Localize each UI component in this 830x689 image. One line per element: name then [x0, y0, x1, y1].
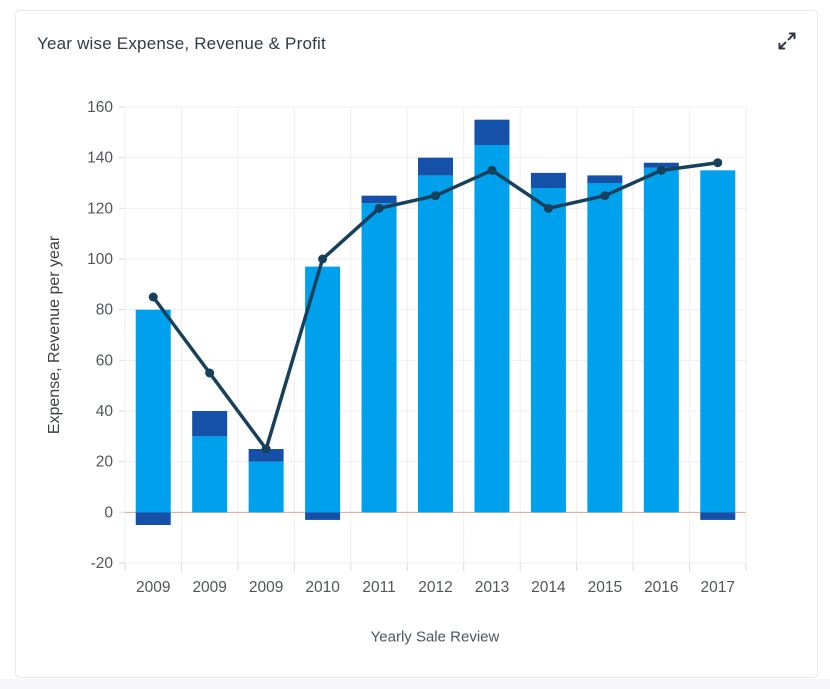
revenue-bar[interactable] — [530, 188, 566, 513]
revenue-bar[interactable] — [305, 266, 341, 513]
profit-bar[interactable] — [643, 162, 679, 168]
profit-bar[interactable] — [135, 512, 171, 525]
expense-point[interactable] — [205, 368, 215, 378]
revenue-bar[interactable] — [587, 183, 623, 513]
x-tick-label: 2012 — [418, 579, 452, 596]
y-tick-label: 0 — [104, 504, 113, 521]
x-tick-label: 2017 — [701, 579, 735, 596]
revenue-bar[interactable] — [248, 461, 284, 513]
x-tick-label: 2015 — [588, 579, 622, 596]
profit-bar[interactable] — [305, 512, 341, 520]
expense-point[interactable] — [318, 254, 328, 264]
expand-icon — [778, 32, 796, 50]
expand-button[interactable] — [773, 27, 801, 55]
expense-point[interactable] — [656, 165, 666, 175]
revenue-bar[interactable] — [700, 170, 736, 513]
x-axis-title: Yearly Sale Review — [370, 628, 500, 646]
y-tick-label: 120 — [87, 200, 113, 217]
profit-bar[interactable] — [474, 119, 510, 145]
x-tick-label: 2016 — [644, 579, 678, 596]
revenue-bar[interactable] — [361, 203, 397, 513]
y-tick-label: 80 — [96, 302, 114, 319]
chart-title: Year wise Expense, Revenue & Profit — [37, 34, 326, 53]
expense-point[interactable] — [713, 158, 723, 168]
y-tick-label: 60 — [96, 352, 114, 369]
y-tick-label: 40 — [96, 403, 114, 420]
x-tick-label: 2009 — [249, 579, 283, 596]
revenue-bar[interactable] — [135, 309, 171, 513]
y-axis-title: Expense, Revenue per year — [46, 235, 63, 435]
expense-point[interactable] — [431, 191, 440, 201]
x-tick-label: 2009 — [136, 579, 170, 596]
y-tick-label: 160 — [87, 99, 113, 116]
expense-point[interactable] — [374, 203, 384, 213]
profit-bar[interactable] — [192, 411, 228, 437]
profit-bar[interactable] — [530, 172, 566, 189]
profit-bar[interactable] — [248, 449, 284, 462]
expense-point[interactable] — [543, 203, 553, 213]
x-tick-label: 2014 — [531, 579, 566, 596]
expense-point[interactable] — [600, 191, 610, 201]
x-tick-label: 2009 — [192, 579, 226, 596]
page-background-strip — [0, 679, 830, 689]
revenue-bar[interactable] — [643, 167, 679, 513]
expense-point[interactable] — [261, 444, 271, 454]
revenue-bar[interactable] — [418, 175, 453, 513]
y-tick-label: 100 — [87, 251, 113, 268]
y-tick-label: -20 — [91, 555, 114, 572]
profit-bar[interactable] — [700, 512, 736, 520]
profit-bar[interactable] — [418, 157, 453, 176]
y-tick-label: 140 — [87, 150, 113, 167]
expense-point[interactable] — [148, 292, 158, 302]
profit-bar[interactable] — [587, 175, 623, 183]
revenue-bar[interactable] — [192, 436, 228, 513]
x-tick-label: 2010 — [305, 579, 340, 596]
x-tick-label: 2011 — [362, 579, 395, 596]
expense-point[interactable] — [487, 165, 497, 175]
profit-bar[interactable] — [361, 195, 397, 204]
x-tick-label: 2013 — [475, 579, 509, 596]
y-tick-label: 20 — [96, 454, 114, 471]
revenue-bar[interactable] — [474, 145, 510, 513]
